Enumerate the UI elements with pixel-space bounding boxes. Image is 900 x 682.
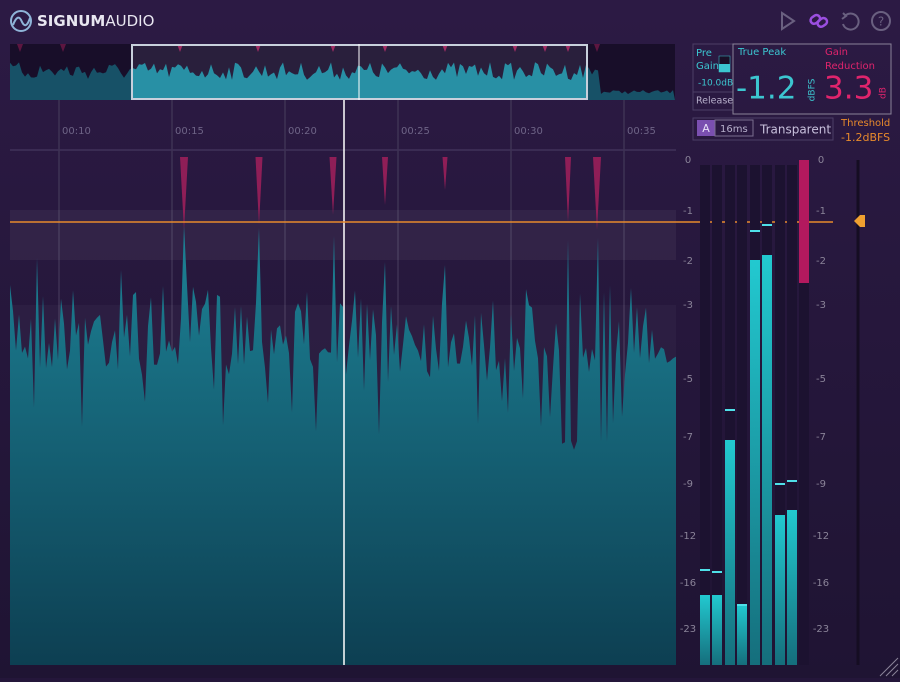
play-button[interactable] [781,11,796,31]
meter-track [700,165,710,665]
time-label: 00:35 [627,126,656,137]
meter-level [700,595,710,665]
gain-reduction-mark [382,157,388,205]
meter-scale-label: -3 [816,300,826,311]
meter-scale-label: -9 [816,479,826,490]
meter-scale-label: -16 [680,578,696,589]
meter-scale-label: -9 [683,479,693,490]
release-value-box[interactable] [714,119,754,137]
gain-reduction-mark [565,157,571,222]
time-label: 00:30 [514,126,543,137]
meter-scale-label: 0 [685,155,691,166]
meter-scale-label: -3 [683,300,693,311]
meter-readout-box [732,43,892,115]
threshold-label: Threshold [840,118,890,129]
time-label: 00:25 [401,126,430,137]
overview-gr-mark [17,44,23,52]
release-mode[interactable]: A [702,122,710,135]
meter-level [737,605,747,665]
true-peak-value: -1.2 [736,71,797,107]
logo [10,10,32,32]
meter-track [725,165,735,665]
overview-dim-left [10,44,132,100]
gain-reduction-value: 3.3 [824,71,873,107]
meter-track [787,165,797,665]
threshold-band [10,210,676,260]
overview-dim-right [587,44,675,100]
gain-reduction-mark [329,157,337,215]
release-mode-button[interactable] [697,120,715,136]
true-peak-label: True Peak [737,47,786,58]
meter-scale-label: -5 [816,374,826,385]
undo-button[interactable] [841,12,860,31]
meter-scale-label: -7 [683,432,693,443]
gain-reduction-unit: dB [879,87,889,99]
meter-scale-label: -16 [813,578,829,589]
meter-level [725,440,735,665]
threshold-value[interactable]: -1.2dBFS [841,131,890,144]
brand-light: AUDIO [105,12,154,30]
gain-reduction-label: Gain Reduction [825,47,875,72]
meter-level [787,510,797,665]
meter-scale-label: -2 [683,256,693,267]
time-label: 00:15 [175,126,204,137]
meter-scale-label: -12 [813,531,829,542]
pre-gain-fill [719,64,730,72]
release-label: Release [696,96,733,107]
pre-gain-value[interactable]: -10.0dB [698,79,733,89]
resize-grip[interactable] [879,657,899,677]
link-button[interactable] [809,13,829,29]
meter-track [737,165,747,665]
release-value[interactable]: 16ms [720,124,748,135]
true-peak-unit: dBFS [808,78,818,101]
gain-reduction-mark [593,157,601,230]
meter-scale-label: -23 [680,624,696,635]
meter-scale-label: -23 [813,624,829,635]
meter-track [712,165,722,665]
meter-level [762,255,772,665]
brand-bold: SIGNUM [37,12,105,30]
waveform [10,225,676,665]
overview-gr-mark [594,44,600,52]
threshold-slider-thumb[interactable] [854,215,865,227]
gain-reduction-meter [799,160,809,283]
meter-scale-label: -7 [816,432,826,443]
meter-scale-label: -5 [683,374,693,385]
gain-reduction-mark [180,157,188,230]
brand: SIGNUMAUDIO [37,12,154,30]
overview-gr-mark [60,44,66,52]
meter-level [712,595,722,665]
meter-track [775,165,785,665]
meter-scale-label: 0 [818,155,824,166]
gain-reduction-track [799,160,809,665]
meter-level [775,515,785,665]
gain-reduction-mark [442,157,448,190]
character-mode[interactable]: Transparent [759,123,831,137]
overview-waveform [10,62,675,100]
pre-gain-label: Pre Gain [696,48,719,72]
gain-reduction-mark [255,157,263,225]
help-button[interactable]: ? [871,11,891,31]
meter-scale-label: -1 [816,206,826,217]
meter-scale-label: -1 [683,206,693,217]
svg-text:?: ? [878,15,884,29]
release-row [692,117,834,141]
meter-level [750,260,760,665]
time-label: 00:20 [288,126,317,137]
meter-scale-label: -12 [680,531,696,542]
time-label: 00:10 [62,126,91,137]
meter-scale-label: -2 [816,256,826,267]
